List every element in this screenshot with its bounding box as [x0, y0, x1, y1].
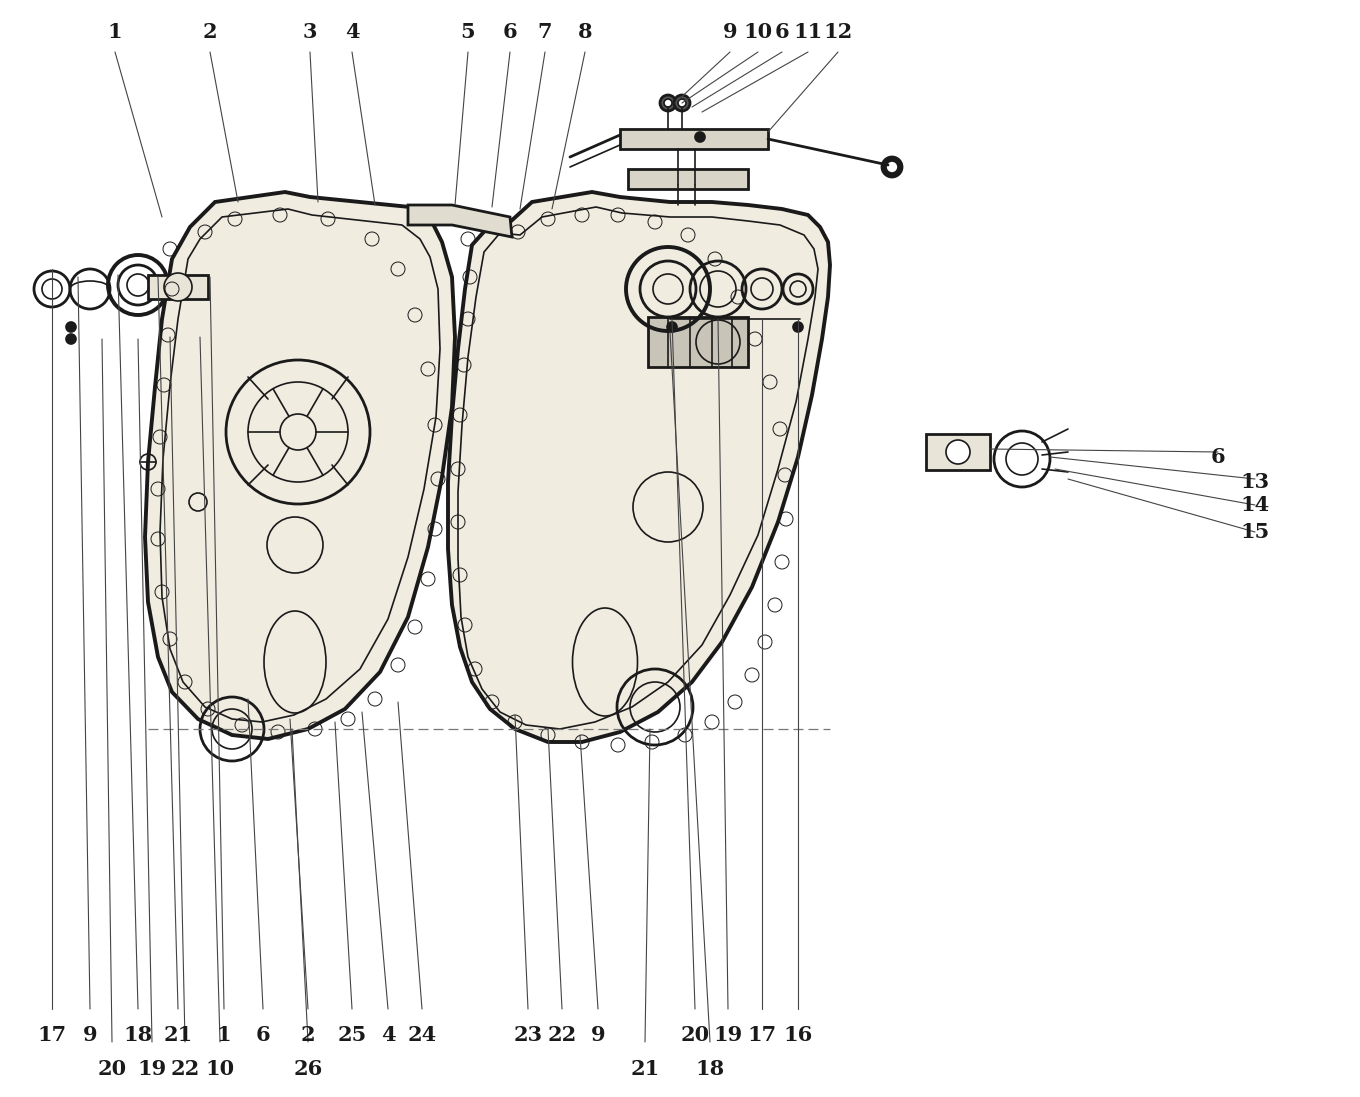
- Text: 13: 13: [1240, 472, 1270, 491]
- Text: 24: 24: [408, 1025, 437, 1045]
- Polygon shape: [620, 129, 768, 149]
- Circle shape: [883, 157, 902, 177]
- Circle shape: [165, 273, 192, 301]
- Text: 4: 4: [381, 1025, 396, 1045]
- Polygon shape: [148, 275, 208, 299]
- Text: 23: 23: [514, 1025, 543, 1045]
- Text: 6: 6: [775, 22, 789, 42]
- Circle shape: [695, 132, 704, 142]
- Text: 16: 16: [783, 1025, 813, 1045]
- Circle shape: [660, 95, 676, 111]
- Text: 6: 6: [1210, 446, 1225, 467]
- Text: 9: 9: [590, 1025, 605, 1045]
- Text: 1: 1: [216, 1025, 231, 1045]
- Polygon shape: [628, 169, 748, 189]
- Text: 10: 10: [205, 1059, 234, 1079]
- Text: 25: 25: [337, 1025, 367, 1045]
- Text: 22: 22: [170, 1059, 200, 1079]
- Text: 1: 1: [107, 22, 122, 42]
- Circle shape: [947, 440, 970, 464]
- Text: 8: 8: [578, 22, 592, 42]
- Polygon shape: [408, 205, 511, 237]
- Text: 3: 3: [303, 22, 317, 42]
- Circle shape: [666, 323, 677, 332]
- Polygon shape: [447, 192, 830, 742]
- Circle shape: [67, 333, 76, 344]
- Text: 9: 9: [83, 1025, 98, 1045]
- Circle shape: [67, 323, 76, 332]
- Text: 5: 5: [461, 22, 475, 42]
- Text: 18: 18: [124, 1025, 152, 1045]
- Circle shape: [675, 95, 690, 111]
- Text: 6: 6: [256, 1025, 271, 1045]
- Text: 17: 17: [38, 1025, 67, 1045]
- Text: 10: 10: [744, 22, 772, 42]
- Circle shape: [664, 99, 672, 108]
- Circle shape: [679, 99, 685, 108]
- Text: 4: 4: [344, 22, 359, 42]
- Text: 18: 18: [695, 1059, 725, 1079]
- Text: 20: 20: [98, 1059, 126, 1079]
- Text: 11: 11: [793, 22, 823, 42]
- Text: 26: 26: [294, 1059, 322, 1079]
- Polygon shape: [146, 192, 456, 739]
- Text: 9: 9: [722, 22, 737, 42]
- Text: 14: 14: [1240, 495, 1270, 514]
- Text: 6: 6: [503, 22, 517, 42]
- Text: 7: 7: [537, 22, 552, 42]
- Text: 19: 19: [137, 1059, 167, 1079]
- Polygon shape: [926, 434, 990, 470]
- Text: 12: 12: [823, 22, 853, 42]
- Text: 22: 22: [547, 1025, 577, 1045]
- Text: 21: 21: [631, 1059, 660, 1079]
- Text: 17: 17: [748, 1025, 777, 1045]
- Text: 2: 2: [301, 1025, 316, 1045]
- Circle shape: [885, 161, 898, 173]
- Polygon shape: [647, 317, 748, 367]
- Text: 20: 20: [680, 1025, 710, 1045]
- Text: 2: 2: [203, 22, 218, 42]
- Text: 21: 21: [163, 1025, 193, 1045]
- Text: 19: 19: [714, 1025, 743, 1045]
- Text: 15: 15: [1240, 522, 1270, 542]
- Circle shape: [793, 323, 802, 332]
